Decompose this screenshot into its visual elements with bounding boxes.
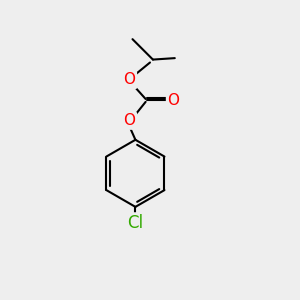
Text: O: O [124, 73, 136, 88]
Text: Cl: Cl [128, 214, 143, 232]
Text: O: O [124, 113, 136, 128]
Text: O: O [167, 93, 179, 108]
